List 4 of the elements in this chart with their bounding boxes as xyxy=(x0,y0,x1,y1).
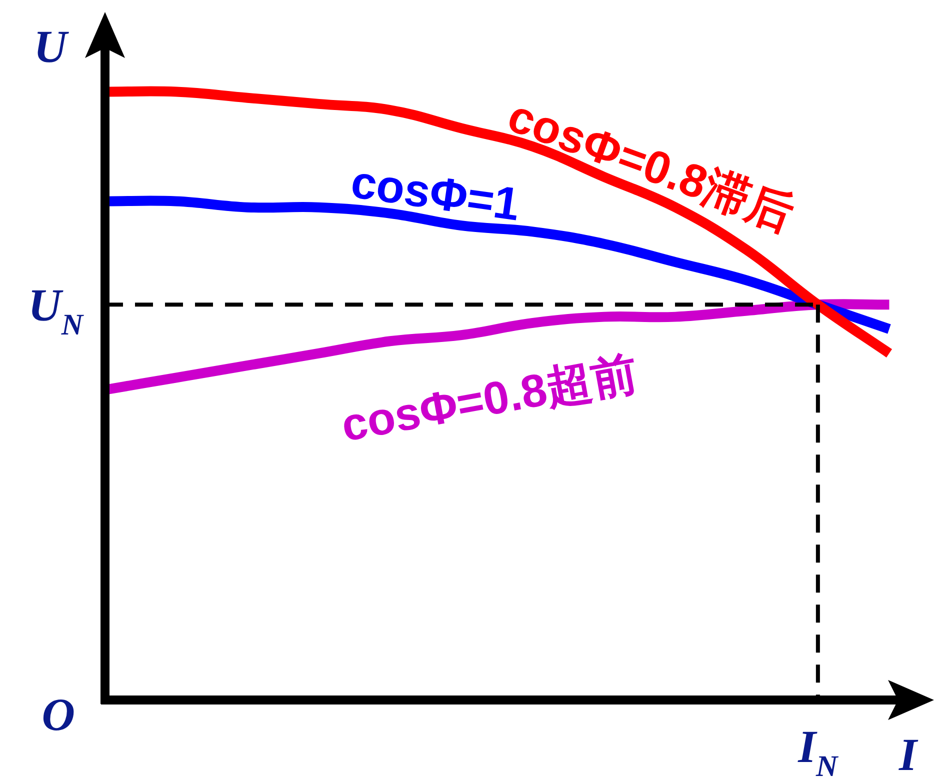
text: O xyxy=(42,689,76,740)
text: cosΦ=0.8超前 xyxy=(337,346,642,452)
y-axis-title: U xyxy=(34,21,70,72)
x-axis-title: I xyxy=(898,729,920,778)
